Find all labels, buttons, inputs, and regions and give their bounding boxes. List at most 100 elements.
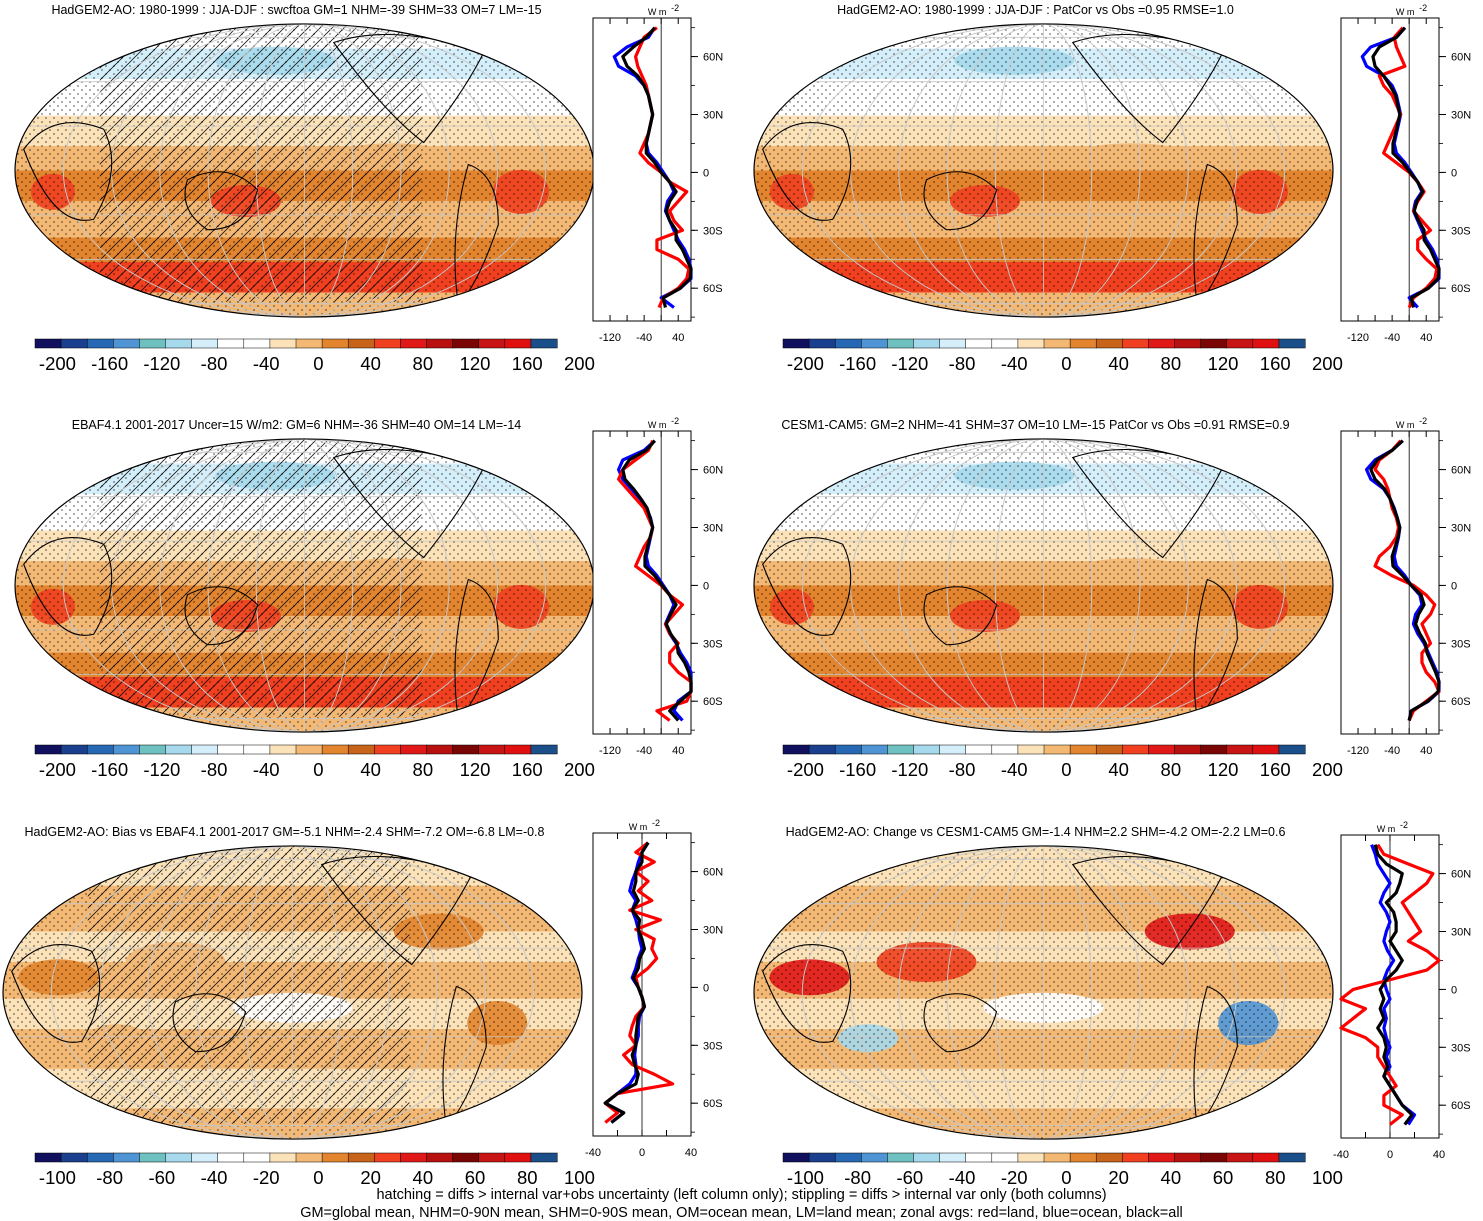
colorbar-cell [504,338,532,349]
colorbar-cell [1043,744,1071,755]
colorbar-cell [504,744,532,755]
colorbar-cell [782,338,810,349]
colorbar-tick-label: 120 [1208,353,1239,374]
colorbar-tick-label: -200 [787,353,824,374]
colorbar-cell [887,1152,915,1163]
colorbar-cell [1252,1152,1280,1163]
zonal-mean-panel: W m -2 60N 30N 0 30S 60S -120 -40 40 [592,3,723,344]
zonal-x-tick-label: -40 [1384,332,1400,344]
colorbar-tick-label: 80 [1161,353,1182,374]
colorbar-cell [139,338,167,349]
colorbar-cell [782,1152,810,1163]
zonal-x-tick-label: 40 [1420,332,1432,344]
colorbar-cell [782,744,810,755]
zonal-lat-tick-label: 60N [1451,869,1471,881]
zonal-lat-tick-label: 0 [1451,580,1457,592]
zonal-units-exponent: -2 [1419,3,1427,13]
map-field [753,845,1333,1140]
colorbar-cell [1095,1152,1123,1163]
zonal-line-all [1369,439,1441,721]
colorbar-tick-label: 80 [517,1167,538,1188]
colorbar-tick-label: 160 [512,353,543,374]
colorbar-cell [1017,338,1045,349]
zonal-line-ocean [612,26,693,309]
panel-6: HadGEM2-AO: Change vs CESM1-CAM5 GM=-1.4… [753,820,1471,1188]
colorbar-cell [295,744,323,755]
colorbar-cell [60,338,88,349]
colorbar-tick-label: -40 [1001,759,1028,780]
panel-2: HadGEM2-AO: 1980-1999 : JJA-DJF : PatCor… [753,3,1471,374]
colorbar-cell [1069,1152,1097,1163]
colorbar-cell [1200,338,1228,349]
zonal-lat-tick-label: 60S [1451,696,1471,708]
zonal-lat-tick-label: 30S [1451,225,1471,237]
zonal-line-land [634,26,691,309]
zonal-lat-tick-label: 30N [1451,522,1471,534]
zonal-lat-tick-label: 30N [703,522,723,534]
colorbar-tick-label: -120 [143,353,180,374]
map-field [14,438,595,733]
zonal-x-tick-label: 40 [1433,1149,1445,1161]
colorbar-cell [34,1152,62,1163]
colorbar-cell [1200,744,1228,755]
colorbar-cell [243,744,271,755]
colorbar-cell [834,744,862,755]
colorbar-cell [139,744,167,755]
colorbar-cell [243,338,271,349]
zonal-lat-tick-label: 30N [703,109,723,121]
zonal-lat-tick-label: 0 [703,580,709,592]
colorbar-cell [887,744,915,755]
colorbar-cell [1200,1152,1228,1163]
colorbar-cell [86,1152,114,1163]
zonal-lat-tick-label: 0 [703,167,709,179]
colorbar-cell [452,744,480,755]
colorbar-tick-label: 0 [1061,1167,1071,1188]
colorbar-cell [1043,1152,1071,1163]
colorbar-cell [1226,1152,1254,1163]
zonal-lat-tick-label: 60N [1451,465,1471,477]
colorbar-tick-label: -80 [96,1167,123,1188]
colorbar-tick-label: 40 [1161,1167,1182,1188]
colorbar-cell [1095,338,1123,349]
zonal-mean-panel: W m -2 60N 30N 0 30S 60S -120 -40 40 [1340,416,1471,757]
colorbar-tick-label: -20 [1001,1167,1028,1188]
colorbar-tick-label: 100 [1312,1167,1343,1188]
colorbar-cell [452,338,480,349]
colorbar-tick-label: -80 [201,353,228,374]
map-field [753,23,1333,318]
colorbar-cell [1043,338,1071,349]
colorbar-cell [478,744,506,755]
zonal-line-all [1373,844,1414,1126]
zonal-units-label: W m [1377,824,1396,834]
zonal-mean-panel: W m -2 60N 30N 0 30S 60S -120 -40 40 [1340,3,1471,344]
colorbar-cell [191,1152,219,1163]
colorbar-cell [400,744,428,755]
colorbar-cell [113,1152,140,1163]
zonal-lat-tick-label: 30S [703,1040,723,1052]
colorbar-tick-label: -40 [1001,353,1028,374]
colorbar: -100 -80 -60 -40 -20 0 20 40 60 80 100 [782,1152,1343,1188]
colorbar-cell [374,744,401,755]
colorbar-cell [86,338,114,349]
colorbar-cell [295,338,323,349]
colorbar-cell [1069,744,1097,755]
zonal-lat-tick-label: 60S [703,283,723,295]
colorbar: -200 -160 -120 -80 -40 0 40 80 120 160 200 [34,338,595,374]
zonal-x-tick-label: 0 [1387,1149,1393,1161]
zonal-units-label: W m [629,822,648,832]
colorbar-tick-label: -60 [148,1167,175,1188]
zonal-lat-tick-label: 30S [703,638,723,650]
colorbar-cell [60,1152,88,1163]
colorbar: -100 -80 -60 -40 -20 0 20 40 60 80 100 [34,1152,595,1188]
colorbar-cell [530,744,558,755]
colorbar-cell [530,338,558,349]
zonal-lat-tick-label: 60N [703,52,723,64]
zonal-x-tick-label: 0 [639,1147,645,1159]
colorbar-tick-label: 200 [564,353,595,374]
zonal-mean-panel: W m -2 60N 30N 0 30S 60S -120 -40 40 [592,416,723,757]
colorbar-cell [1148,744,1176,755]
colorbar: -200 -160 -120 -80 -40 0 40 80 120 160 200 [34,744,595,780]
colorbar-tick-label: -20 [253,1167,280,1188]
colorbar-tick-label: -80 [949,759,976,780]
